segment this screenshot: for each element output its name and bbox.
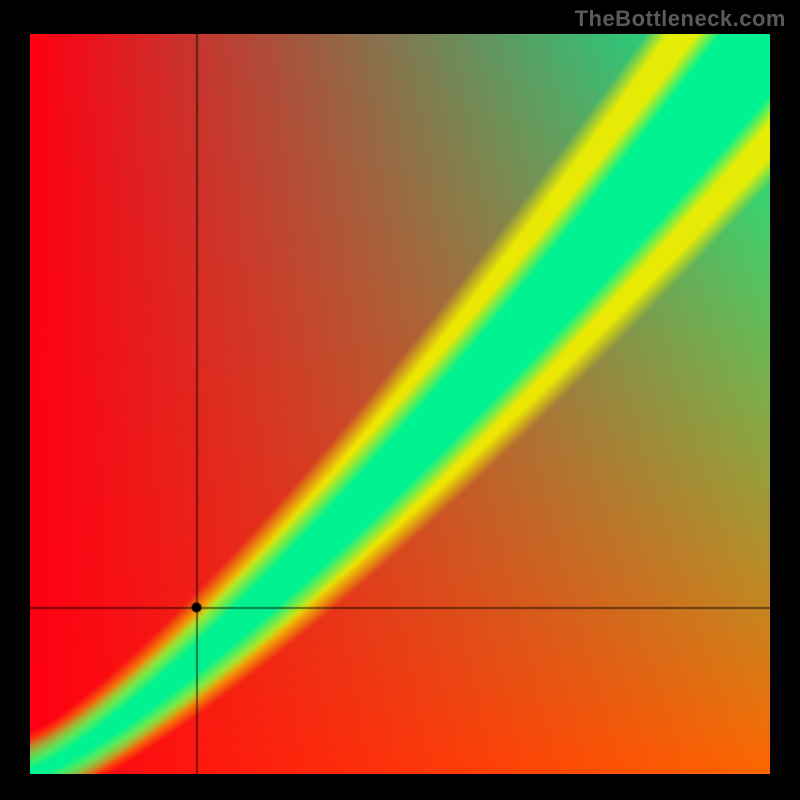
watermark-text: TheBottleneck.com — [575, 6, 786, 32]
bottleneck-heatmap — [30, 34, 770, 774]
chart-container: TheBottleneck.com — [0, 0, 800, 800]
